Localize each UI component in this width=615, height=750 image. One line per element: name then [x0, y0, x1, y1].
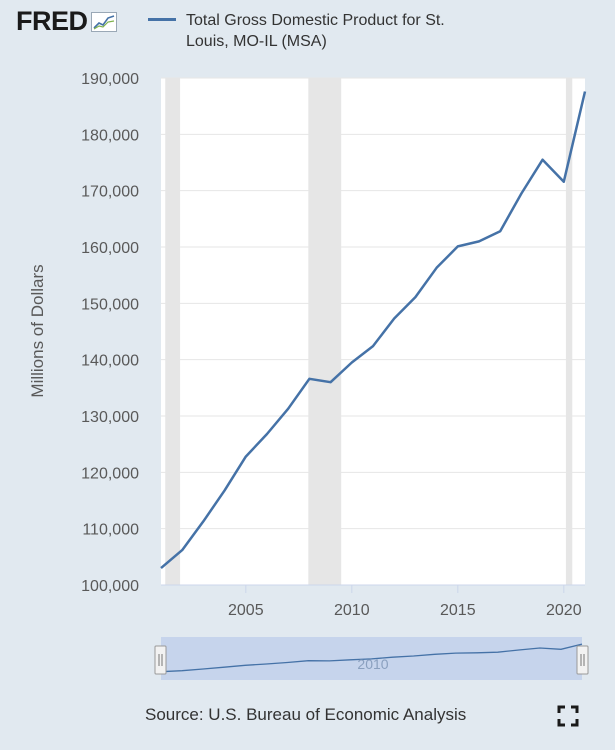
recession-band-1 — [165, 78, 181, 585]
data-point[interactable] — [285, 406, 291, 412]
fred-logo[interactable]: FRED — [16, 6, 117, 37]
data-point[interactable] — [518, 190, 524, 196]
data-point[interactable] — [434, 265, 440, 271]
series-layer — [158, 89, 588, 571]
data-point[interactable] — [391, 316, 397, 322]
fullscreen-icon[interactable] — [557, 705, 579, 727]
x-tick-label: 2010 — [334, 602, 370, 619]
plot-area — [161, 78, 585, 585]
recession-shading — [165, 78, 573, 585]
data-point[interactable] — [412, 294, 418, 300]
y-tick-label: 150,000 — [81, 296, 139, 313]
data-point[interactable] — [455, 243, 461, 249]
navigator-right-handle[interactable] — [576, 645, 589, 675]
data-point[interactable] — [243, 454, 249, 460]
y-tick-label: 160,000 — [81, 240, 139, 257]
line-chart: 100,000 110,000 120,000 130,000 140,000 150,0… — [28, 71, 589, 680]
y-tick-label: 170,000 — [81, 184, 139, 201]
recession-band-3 — [565, 78, 573, 585]
x-tick-label: 2020 — [546, 602, 582, 619]
recession-band-2 — [308, 78, 342, 585]
data-point[interactable] — [476, 238, 482, 244]
data-point[interactable] — [328, 379, 334, 385]
data-point[interactable] — [222, 487, 228, 493]
y-tick-label: 110,000 — [82, 522, 139, 539]
data-point[interactable] — [497, 228, 503, 234]
navigator-series-line — [160, 643, 583, 673]
y-tick-label: 180,000 — [81, 127, 139, 144]
y-tick-label: 120,000 — [81, 465, 139, 482]
y-tick-label: 140,000 — [81, 353, 139, 370]
data-point[interactable] — [540, 157, 546, 163]
data-point[interactable] — [264, 431, 270, 437]
legend-series-label: Total Gross Domestic Product for St. Lou… — [186, 12, 445, 50]
navigator-left-handle[interactable] — [154, 645, 167, 675]
legend: Total Gross Domestic Product for St. Lou… — [148, 10, 446, 52]
range-navigator[interactable]: 2010 — [154, 637, 589, 680]
data-point[interactable] — [582, 89, 588, 95]
data-point[interactable] — [349, 359, 355, 365]
legend-series-swatch — [148, 18, 176, 21]
chart-header: FRED Total Gross Domestic Product for St… — [0, 0, 615, 60]
fred-logo-text: FRED — [16, 6, 88, 36]
series-line-1[interactable] — [160, 91, 587, 570]
y-tick-label: 100,000 — [81, 578, 139, 595]
y-axis-ticks: 100,000 110,000 120,000 130,000 140,000 150,0… — [81, 71, 139, 595]
data-point[interactable] — [179, 547, 185, 553]
navigator-year-label: 2010 — [357, 656, 388, 672]
data-point[interactable] — [200, 518, 206, 524]
data-point[interactable] — [561, 179, 567, 185]
source-note: Source: U.S. Bureau of Economic Analysis — [145, 705, 467, 724]
data-point[interactable] — [158, 565, 164, 571]
fred-graph-icon — [90, 11, 117, 32]
y-tick-label: 190,000 — [81, 71, 139, 88]
y-axis-label: Millions of Dollars — [28, 264, 47, 397]
x-tick-label: 2005 — [228, 602, 264, 619]
x-axis-ticks: 2005 2010 2015 2020 — [161, 584, 585, 619]
y-tick-label: 130,000 — [81, 409, 139, 426]
x-tick-label: 2015 — [440, 602, 476, 619]
data-point[interactable] — [306, 376, 312, 382]
data-point[interactable] — [370, 343, 376, 349]
